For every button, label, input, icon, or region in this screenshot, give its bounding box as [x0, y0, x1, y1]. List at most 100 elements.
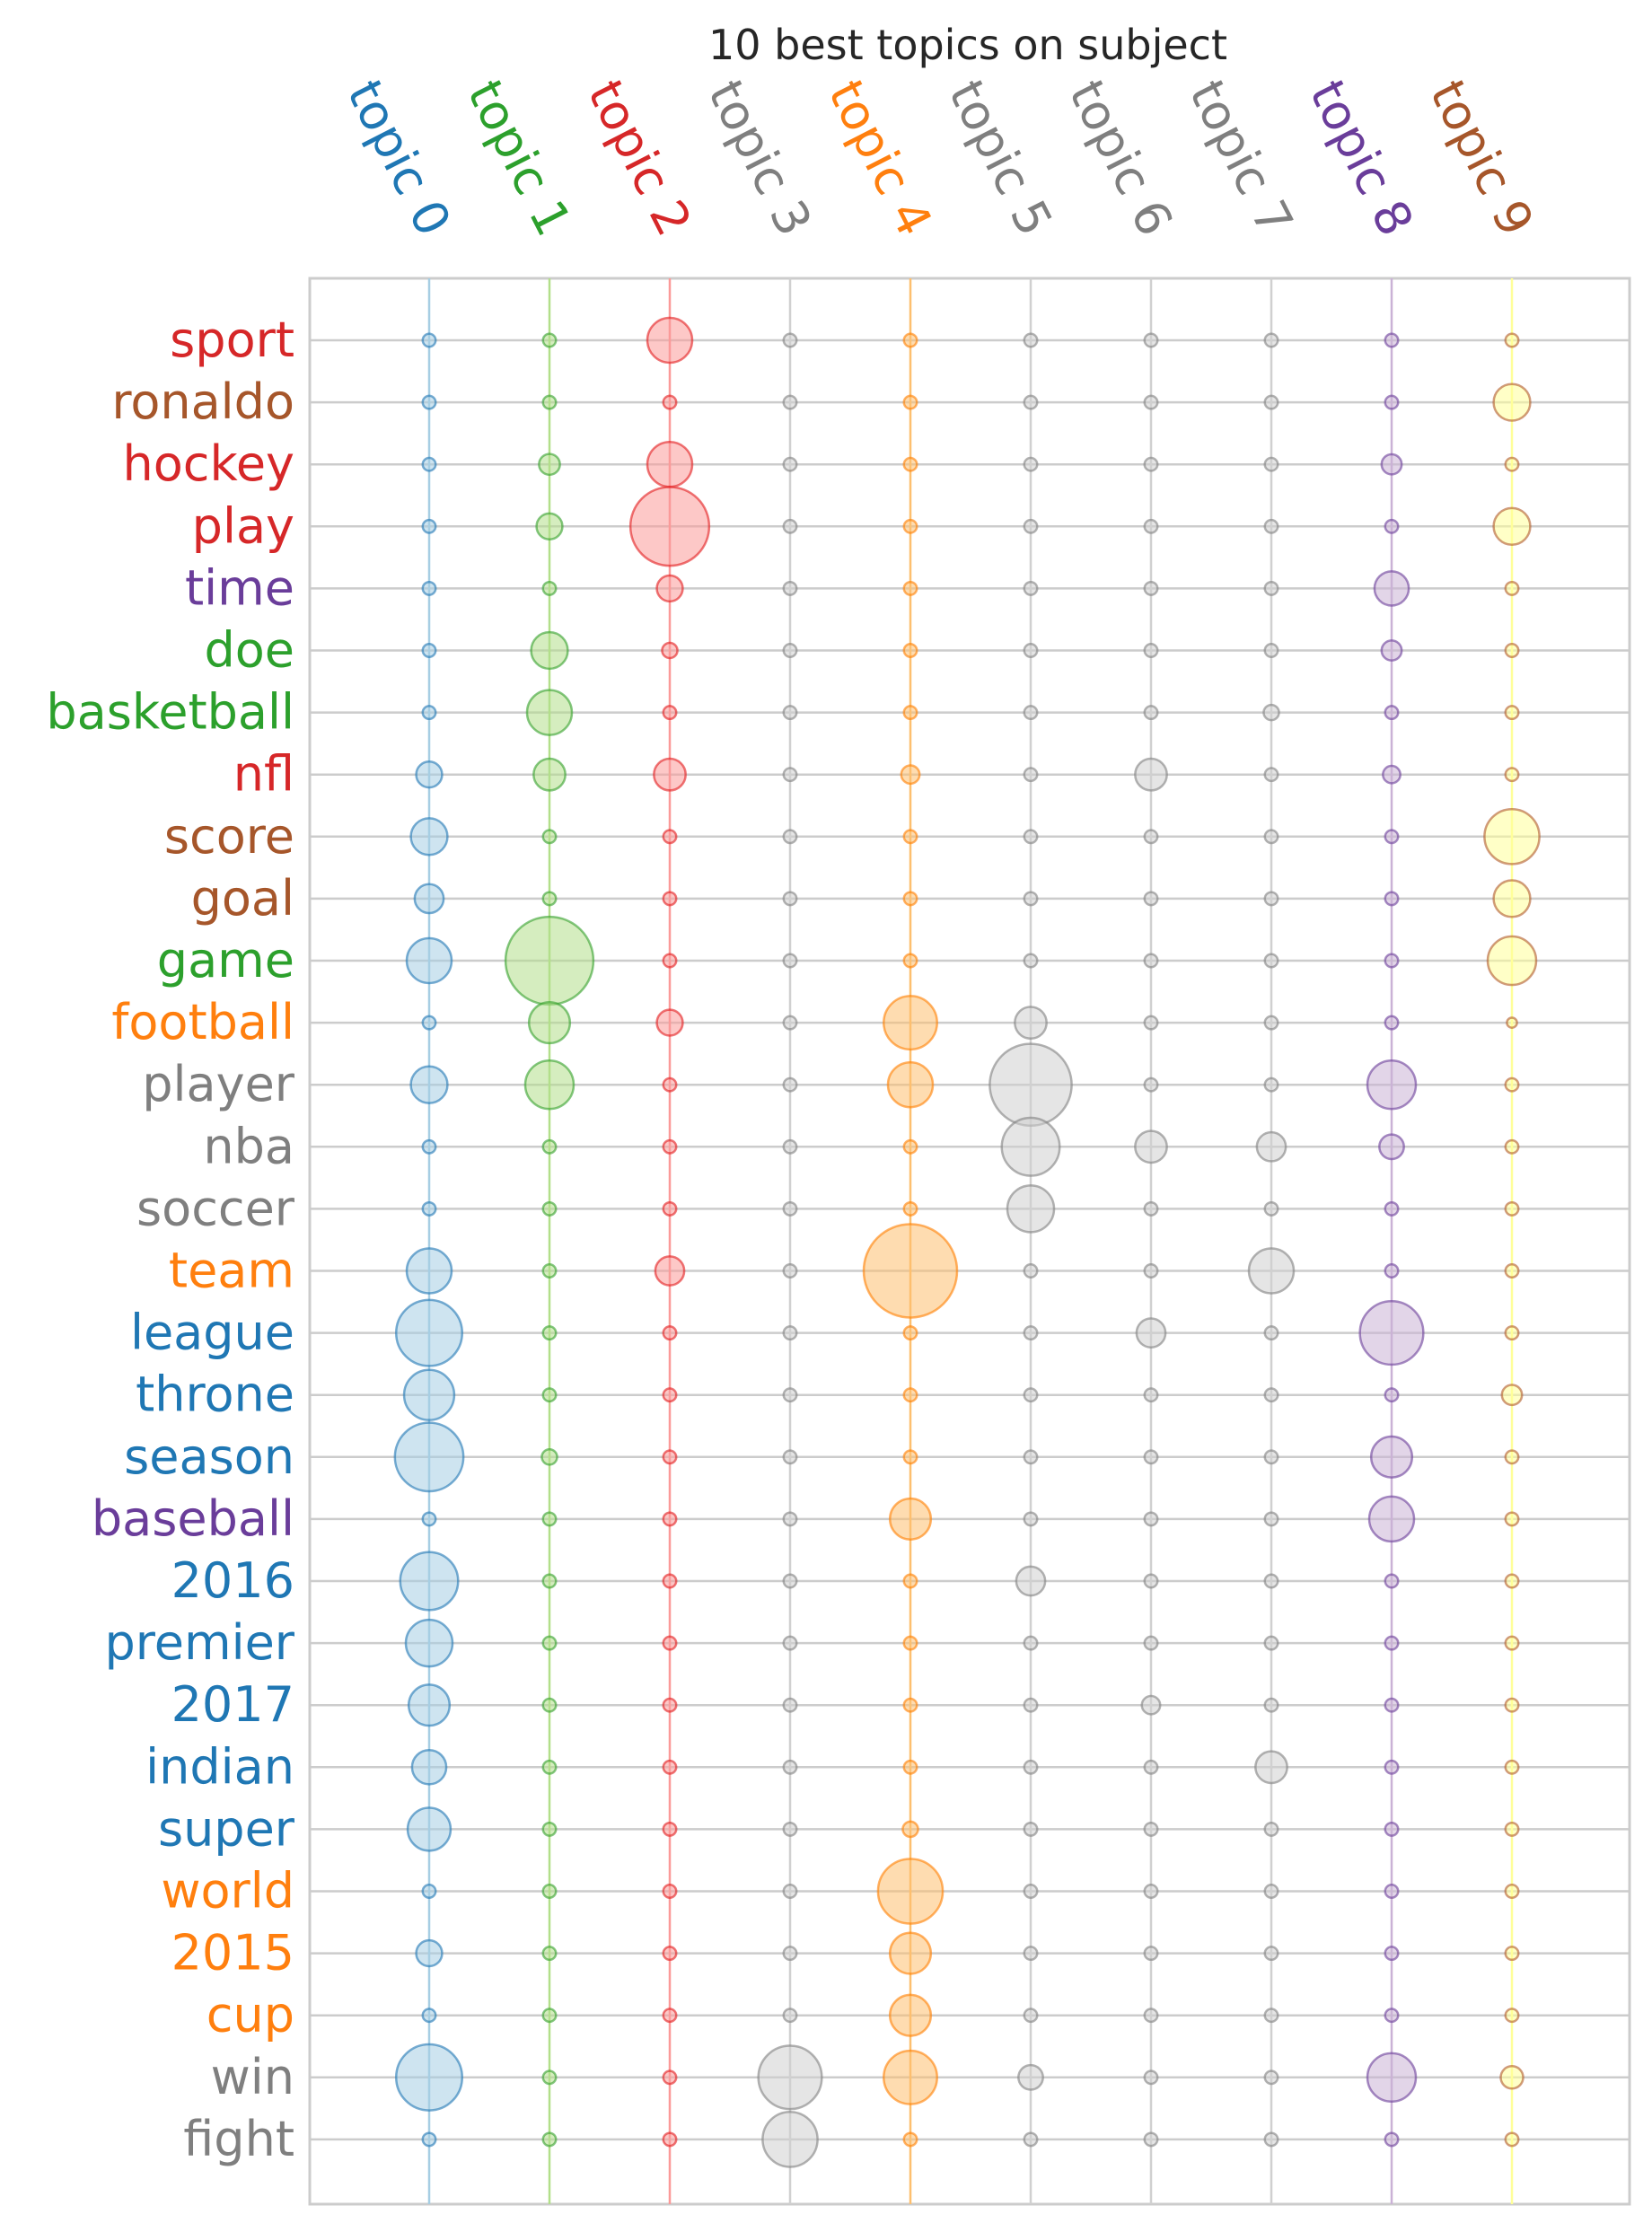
- bubble-point: [1263, 1200, 1279, 1217]
- bubble-point: [662, 953, 678, 969]
- bubble-point: [902, 1759, 918, 1775]
- bubble-point: [540, 1448, 558, 1466]
- word-label: play: [192, 497, 294, 554]
- bubble-point: [888, 1993, 933, 2037]
- bubble-point: [662, 2008, 678, 2024]
- bubble-point: [1143, 580, 1159, 596]
- bubble-point: [409, 817, 449, 857]
- bubble-point: [541, 1200, 558, 1217]
- word-label: fight: [183, 2111, 294, 2167]
- bubble-point: [1384, 2008, 1400, 2024]
- bubble-point: [1023, 456, 1039, 472]
- bubble-point: [1023, 2008, 1039, 2024]
- bubble-point: [1143, 1946, 1159, 1962]
- bubble-point: [782, 1138, 798, 1155]
- bubble-point: [902, 1449, 918, 1465]
- bubble-point: [782, 1759, 798, 1775]
- bubble-point: [902, 1325, 918, 1341]
- word-label: team: [169, 1243, 294, 1299]
- bubble-point: [1143, 332, 1159, 348]
- bubble-point: [1023, 2131, 1039, 2148]
- bubble-point: [1263, 1697, 1279, 1713]
- bubble-point: [883, 995, 938, 1051]
- bubble-point: [541, 2131, 558, 2148]
- bubble-point: [399, 1551, 460, 1612]
- bubble-point: [541, 1263, 558, 1278]
- bubble-point: [902, 394, 918, 410]
- bubble-point: [782, 1821, 798, 1837]
- bubble-point: [1143, 829, 1159, 845]
- bubble-point: [1263, 1325, 1279, 1341]
- word-label: premier: [104, 1614, 294, 1671]
- bubble-point: [782, 1387, 798, 1403]
- word-label: basketball: [46, 684, 294, 741]
- bubble-point: [900, 764, 921, 786]
- bubble-point: [394, 1298, 464, 1367]
- bubble-point: [1023, 643, 1039, 658]
- bubble-point: [662, 1635, 678, 1651]
- bubble-point: [1023, 518, 1039, 534]
- bubble-point: [1140, 1694, 1162, 1716]
- bubble-point: [1263, 1015, 1279, 1031]
- bubble-point: [1378, 1133, 1405, 1161]
- bubble-point: [1504, 1635, 1520, 1651]
- bubble-point: [406, 1806, 453, 1852]
- bubble-point: [883, 2049, 938, 2105]
- bubble-point: [1023, 1759, 1039, 1775]
- bubble-point: [782, 1511, 798, 1527]
- bubble-point: [782, 1635, 798, 1651]
- bubble-point: [1143, 643, 1159, 658]
- bubble-point: [405, 936, 453, 985]
- bubble-point: [1504, 1200, 1520, 1217]
- word-label: time: [185, 559, 294, 616]
- bubble-point: [782, 1015, 798, 1031]
- bubble-point: [902, 1573, 918, 1589]
- bubble-point: [1263, 1635, 1279, 1651]
- bubble-point: [662, 394, 678, 410]
- bubble-point: [655, 574, 684, 603]
- bubble-point: [1504, 1325, 1520, 1341]
- topic-label: topic 9: [1419, 71, 1544, 244]
- bubble-point: [1143, 953, 1159, 969]
- bubble-point: [1143, 394, 1159, 410]
- bubble-point: [413, 883, 445, 915]
- bubble-point: [662, 1449, 678, 1465]
- bubble-point: [1023, 332, 1039, 348]
- bubble-point: [1143, 2131, 1159, 2148]
- bubble-point: [541, 1946, 558, 1962]
- bubble-point: [1143, 1821, 1159, 1837]
- bubble-point: [1504, 1076, 1520, 1093]
- bubble-point: [1358, 1300, 1425, 1366]
- bubble-point: [541, 1884, 558, 1899]
- bubble-point: [1384, 1200, 1400, 1217]
- bubble-point: [1504, 332, 1520, 348]
- bubble-point: [1367, 1495, 1416, 1543]
- bubble-point: [782, 1263, 798, 1278]
- bubble-point: [421, 456, 437, 472]
- bubble-point: [662, 1511, 678, 1527]
- bubble-point: [902, 1138, 918, 1155]
- bubble-point: [662, 1821, 678, 1837]
- bubble-point: [761, 2111, 819, 2168]
- bubble-point: [876, 1858, 945, 1925]
- topic-label: topic 5: [937, 71, 1063, 244]
- bubble-point: [782, 1884, 798, 1899]
- bubble-point: [782, 456, 798, 472]
- bubble-point: [1504, 1759, 1520, 1775]
- word-label: ronaldo: [111, 373, 294, 430]
- bubble-point: [1000, 1116, 1061, 1177]
- bubble-point: [662, 1325, 678, 1341]
- word-label: indian: [145, 1738, 294, 1795]
- word-label: nfl: [233, 746, 294, 803]
- bubble-point: [541, 2008, 558, 2024]
- bubble-point: [1504, 456, 1520, 472]
- bubble-point: [541, 1697, 558, 1713]
- topic-label: topic 7: [1178, 71, 1304, 244]
- bubble-point: [409, 1065, 449, 1104]
- bubble-point: [1382, 764, 1402, 785]
- bubble-point: [1263, 643, 1279, 658]
- bubble-point: [1263, 1511, 1279, 1527]
- bubble-point: [662, 1200, 678, 1217]
- bubble-point: [1492, 382, 1532, 422]
- bubble-point: [1263, 518, 1279, 534]
